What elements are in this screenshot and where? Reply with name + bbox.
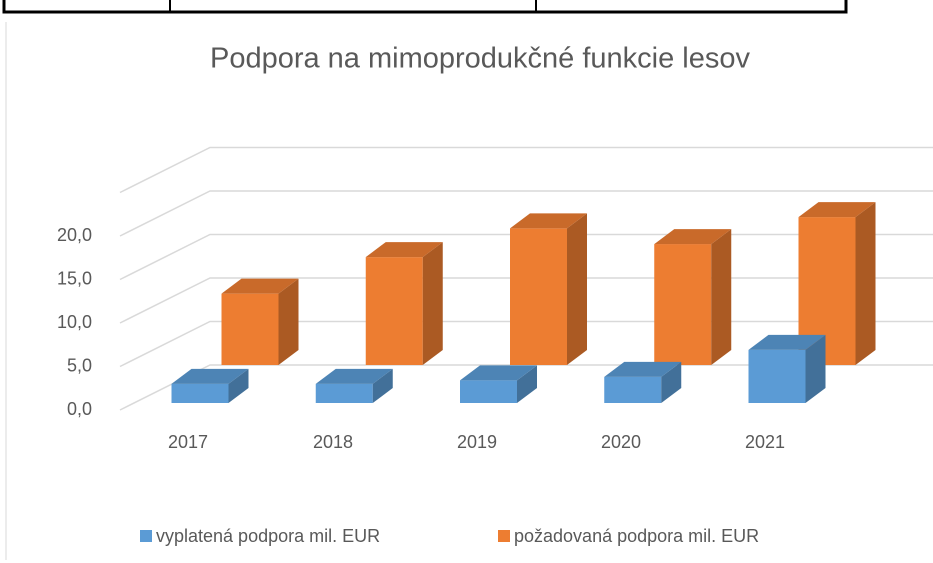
bar-side <box>278 278 299 365</box>
bar-front <box>654 244 712 365</box>
bar-front <box>315 383 373 403</box>
bar-front <box>171 383 229 403</box>
legend-swatch <box>140 530 152 542</box>
bar <box>460 365 537 403</box>
legend-label: vyplatená podpora mil. EUR <box>156 526 380 546</box>
bar-top <box>221 278 299 294</box>
y-tick-label: 15,0 <box>57 268 92 288</box>
chart-title: Podpora na mimoprodukčné funkcie lesov <box>210 43 751 75</box>
bar-top <box>365 242 443 258</box>
y-tick-label: 20,0 <box>57 225 92 245</box>
plot-frame <box>119 146 933 194</box>
bar <box>510 213 587 365</box>
bar-side <box>711 229 732 365</box>
legend-swatch <box>498 530 510 542</box>
x-tick-label: 2021 <box>745 432 785 452</box>
bar <box>365 242 443 365</box>
bar-side <box>517 365 537 403</box>
bar <box>748 334 826 403</box>
legend-label: požadovaná podpora mil. EUR <box>514 526 759 546</box>
bar-side <box>372 368 393 403</box>
y-tick-label: 10,0 <box>57 312 92 332</box>
bar-front <box>748 349 806 403</box>
bar-side <box>228 368 249 403</box>
x-tick-label: 2019 <box>457 432 497 452</box>
x-tick-label: 2018 <box>313 432 353 452</box>
bar-top <box>171 368 249 384</box>
bar-top <box>510 213 587 229</box>
bar-side <box>805 334 826 403</box>
y-tick-label: 0,0 <box>67 399 92 419</box>
bar-front <box>604 376 662 403</box>
bar <box>171 368 249 403</box>
bar-front <box>510 228 567 365</box>
bar <box>604 361 682 403</box>
y-tick-label: 5,0 <box>67 355 92 375</box>
bar-front <box>460 380 517 403</box>
bar <box>654 229 732 365</box>
bar-front <box>365 257 423 365</box>
bar-top <box>315 368 393 384</box>
bar-front <box>221 293 279 365</box>
x-tick-label: 2017 <box>168 432 208 452</box>
table-fragment <box>2 0 848 14</box>
bar-side <box>422 242 443 365</box>
bar-side <box>567 213 587 365</box>
bar-top <box>798 202 876 218</box>
bar-top <box>748 334 826 350</box>
bar-top <box>604 361 682 377</box>
bar-side <box>855 202 876 365</box>
grid-line <box>119 190 933 237</box>
bar-side <box>661 361 682 403</box>
bar <box>315 368 393 403</box>
bar <box>221 278 299 365</box>
bar-top <box>654 229 732 245</box>
bar-top <box>460 365 537 381</box>
x-tick-label: 2020 <box>601 432 641 452</box>
